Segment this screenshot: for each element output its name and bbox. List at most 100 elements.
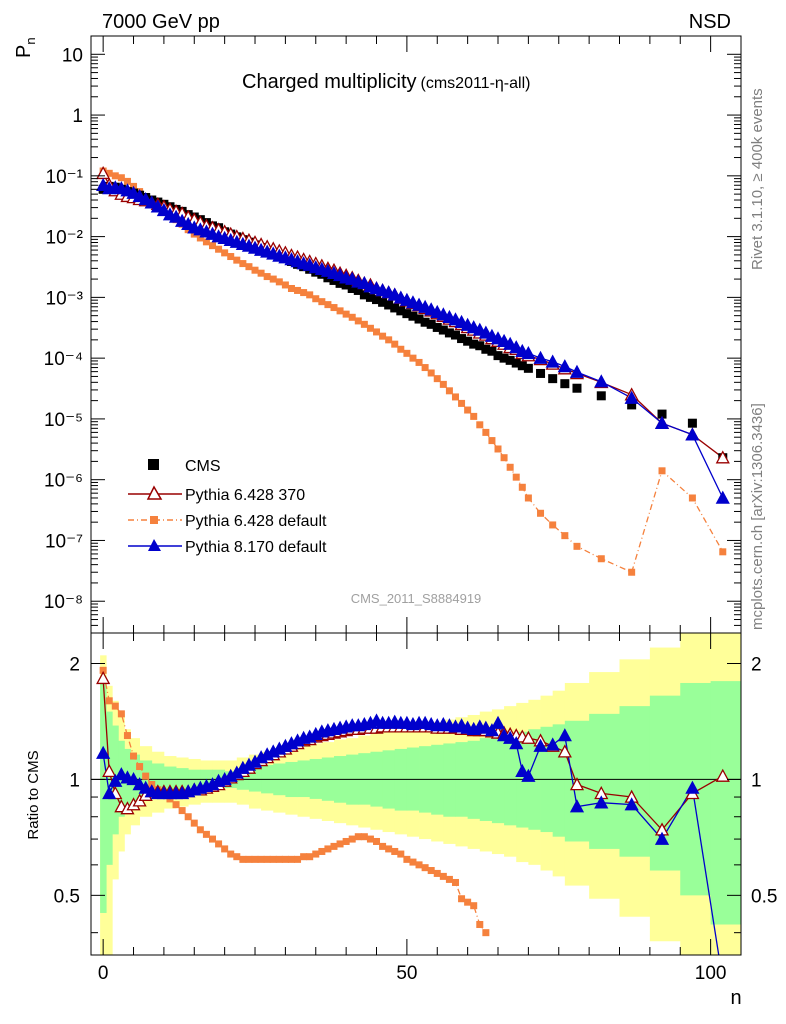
ratio-point-p6-default <box>415 861 423 869</box>
point-p8 <box>156 203 171 217</box>
point-p6-default <box>445 387 453 395</box>
point-cms <box>408 311 418 321</box>
legend-marker-cms <box>148 459 159 470</box>
point-p6-default <box>464 406 472 414</box>
point-cms <box>487 346 497 356</box>
point-p6-default <box>330 304 338 312</box>
point-p6-default <box>227 253 235 261</box>
point-cms <box>414 314 424 324</box>
legend-marker-p8 <box>148 539 161 551</box>
uncertainty-band-inner <box>358 753 371 805</box>
point-p6-370 <box>715 450 730 464</box>
ratio-point-p6-default <box>373 837 381 845</box>
point-p6-default <box>105 169 113 177</box>
point-cms <box>372 295 382 305</box>
y-axis-label-ratio: Ratio to CMS <box>25 750 42 839</box>
point-p8 <box>715 490 730 504</box>
ratio-y-tick-label-right: 0.5 <box>751 886 777 907</box>
point-p6-default <box>324 301 332 309</box>
point-p6-default <box>312 295 320 303</box>
point-p8 <box>545 354 560 368</box>
point-p6-default <box>306 291 314 299</box>
point-p6-default <box>500 454 508 462</box>
point-p6-default <box>354 317 362 325</box>
ratio-point-p8 <box>624 797 639 811</box>
ratio-point-p6-default <box>269 855 277 863</box>
ratio-point-p6-default <box>281 855 289 863</box>
point-p6-default <box>573 542 581 550</box>
point-p6-default <box>366 324 374 332</box>
ratio-point-p6-default <box>391 847 399 855</box>
y-tick-label: 1 <box>72 106 83 127</box>
point-p6-default <box>342 310 350 318</box>
point-cms <box>426 319 436 329</box>
point-cms <box>450 330 460 340</box>
uncertainty-band-inner <box>619 706 651 857</box>
ratio-point-p6-default <box>202 830 210 838</box>
point-p6-default <box>360 320 368 328</box>
ratio-point-p6-370 <box>715 768 730 782</box>
ratio-point-p6-default <box>464 898 472 906</box>
point-cms <box>438 325 448 335</box>
ratio-point-p6-default <box>324 845 332 853</box>
point-p6-default <box>518 483 526 491</box>
ratio-point-p6-default <box>439 872 447 880</box>
point-cms <box>505 355 515 365</box>
point-cms <box>572 383 582 393</box>
ratio-point-p6-370 <box>521 730 536 744</box>
point-cms <box>493 351 503 361</box>
point-p6-default <box>506 463 514 471</box>
point-p6-default <box>263 273 271 281</box>
ratio-point-p6-default <box>397 850 405 858</box>
legend-label-p6-370: Pythia 6.428 370 <box>185 487 305 504</box>
ratio-point-p6-default <box>196 826 204 834</box>
ratio-point-p8 <box>102 785 117 800</box>
point-p6-default <box>379 332 387 340</box>
point-p6-default <box>433 375 441 383</box>
point-cms <box>463 336 473 346</box>
point-p6-default <box>391 340 399 348</box>
ratio-point-p6-default <box>239 855 247 863</box>
ratio-point-p6-default <box>215 840 223 848</box>
point-cms <box>353 285 363 295</box>
ratio-point-p6-default <box>136 763 144 771</box>
y-tick-label: 10⁻⁵ <box>44 410 83 431</box>
ratio-point-p6-default <box>360 833 368 841</box>
point-p6-default <box>111 172 119 180</box>
ratio-point-p6-default <box>348 835 356 843</box>
uncertainty-band-inner <box>443 743 456 817</box>
main-plot-area <box>96 165 730 576</box>
point-cms <box>396 306 406 316</box>
x-tick-label: 100 <box>695 963 727 984</box>
point-p6-default <box>233 256 241 264</box>
main-panel <box>96 165 730 576</box>
ratio-point-p6-default <box>117 710 125 718</box>
x-axis-label: n <box>730 987 741 1009</box>
ratio-y-tick-label-right: 2 <box>751 654 762 675</box>
point-p6-default <box>494 445 502 453</box>
point-p6-default <box>318 298 326 306</box>
ratio-point-p8 <box>654 831 670 845</box>
point-cms <box>536 368 546 378</box>
point-cms <box>384 300 394 310</box>
point-p8 <box>557 359 572 373</box>
point-cms <box>687 418 697 428</box>
point-p6-default <box>476 421 484 429</box>
ratio-point-p8 <box>490 715 506 729</box>
ratio-point-p6-default <box>354 833 362 841</box>
point-cms <box>548 374 558 384</box>
y-axis-label-main: Pn <box>13 37 38 58</box>
uncertainty-band-inner <box>589 713 620 849</box>
x-tick-label: 50 <box>396 963 417 984</box>
ratio-point-p8 <box>685 780 700 794</box>
ratio-point-p6-default <box>130 752 138 760</box>
ratio-point-p6-default <box>227 850 235 858</box>
ratio-point-p6-default <box>123 732 131 740</box>
ratio-point-p6-default <box>208 835 216 843</box>
ratio-point-p6-default <box>409 858 417 866</box>
point-p6-default <box>269 275 277 283</box>
header-left: 7000 GeV pp <box>102 11 220 33</box>
legend-label-cms: CMS <box>185 458 221 475</box>
y-axis-label-main-sub: n <box>23 37 38 44</box>
ratio-point-p6-default <box>427 867 435 875</box>
